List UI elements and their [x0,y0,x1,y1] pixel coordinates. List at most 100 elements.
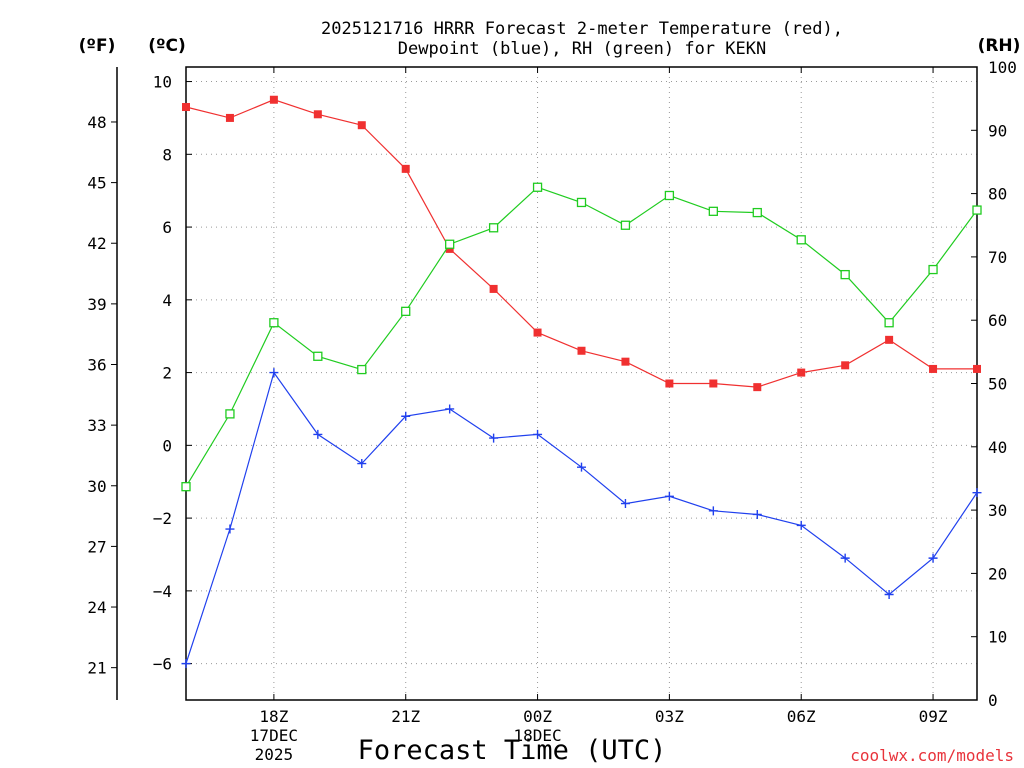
dewpoint-point [796,520,806,530]
temperature-point [621,357,630,366]
temperature-point [797,368,806,377]
temperature-point [401,164,410,173]
temperature-point [445,244,454,253]
celsius-tick-label: −2 [153,509,172,528]
rh-tick-label: 90 [988,121,1007,140]
rh-point [181,482,191,492]
dewpoint-point [752,509,762,519]
celsius-tick-label: 10 [153,73,172,92]
rh-unit-label: (RH) [978,36,1021,56]
dewpoint-point [489,433,499,443]
celsius-unit-label: (ºC) [148,36,186,56]
rh-point [357,364,367,375]
rh-tick-label: 20 [988,564,1007,583]
dewpoint-point [357,459,367,469]
rh-point [796,235,806,245]
rh-point [532,182,543,192]
rh-point [840,269,850,280]
temperature-point [182,103,190,112]
dewpoint-point [708,506,718,516]
temperature-point [709,379,718,388]
x-axis-title: Forecast Time (UTC) [358,735,667,766]
dewpoint-point [401,411,411,421]
rh-tick-label: 70 [988,248,1007,267]
celsius-tick-label: 2 [162,364,172,383]
dewpoint-point [269,368,279,378]
celsius-tick-label: 0 [162,436,172,455]
temperature-point [269,95,278,104]
x-tick-label: 21Z [391,707,420,726]
celsius-tick-label: 8 [162,145,172,164]
rh-tick-label: 0 [988,691,998,710]
temperature-point [929,364,938,373]
rh-point [225,409,235,419]
rh-point [928,264,938,275]
fahrenheit-tick-label: 45 [87,174,106,193]
x-tick-label: 03Z [655,707,684,726]
rh-point [269,318,279,328]
dewpoint-point [972,488,982,498]
rh-point [752,207,762,218]
temperature-point [533,328,542,337]
x-tick-label: 18Z [259,707,288,726]
fahrenheit-unit-label: (ºF) [79,36,116,56]
dewpoint-point [620,499,630,509]
x-tick-label: 09Z [919,707,948,726]
temperature-point [753,383,762,392]
rh-point [488,223,499,233]
axes [111,66,978,701]
fahrenheit-tick-label: 48 [87,113,106,132]
fahrenheit-tick-label: 30 [87,477,106,496]
dewpoint-point [313,429,323,439]
series-rh [181,182,982,492]
x-year-label: 2025 [255,745,294,764]
fahrenheit-tick-label: 36 [87,356,106,375]
x-tick-label: 06Z [787,707,816,726]
temperature-point [225,113,234,122]
temperature-point [665,379,674,388]
fahrenheit-tick-label: 39 [87,295,106,314]
plot-frame [185,66,978,701]
dewpoint-point [445,404,455,414]
chart-title-line1: 2025121716 HRRR Forecast 2-meter Tempera… [321,19,843,39]
rh-point [445,239,455,249]
rh-point [401,306,411,316]
rh-point [708,206,718,216]
rh-tick-label: 60 [988,311,1007,330]
rh-tick-label: 30 [988,501,1007,520]
series-2-meter-temperature [182,95,981,392]
rh-point [884,318,894,328]
temperature-point [577,346,586,355]
fahrenheit-tick-label: 27 [87,537,106,556]
dewpoint-point [664,491,674,501]
series-dewpoint [181,368,982,669]
celsius-tick-label: 4 [162,291,172,310]
x-tick-label: 00Z [523,707,552,726]
celsius-tick-label: 6 [162,218,172,237]
temperature-point [357,121,366,130]
dewpoint-point [928,553,938,563]
celsius-tick-label: −6 [153,655,172,674]
temperature-point [841,361,850,370]
rh-tick-label: 80 [988,185,1007,204]
dewpoint-point [840,553,850,563]
dewpoint-point [577,462,586,472]
rh-tick-label: 40 [988,438,1007,457]
temperature-point [973,364,981,373]
fahrenheit-tick-label: 42 [87,234,106,253]
data-series [181,95,982,669]
series-line [185,186,978,488]
dewpoint-point [884,590,894,599]
chart-title-line2: Dewpoint (blue), RH (green) for KEKN [398,39,766,59]
gridlines [186,67,977,700]
rh-point [313,351,323,361]
rh-tick-label: 100 [988,58,1017,77]
fahrenheit-tick-label: 24 [87,598,106,617]
temperature-point [313,110,322,119]
rh-tick-label: 50 [988,375,1007,394]
dewpoint-point [533,429,543,439]
credit-text: coolwx.com/models [850,746,1014,765]
x-date-label: 18DEC [513,726,561,745]
